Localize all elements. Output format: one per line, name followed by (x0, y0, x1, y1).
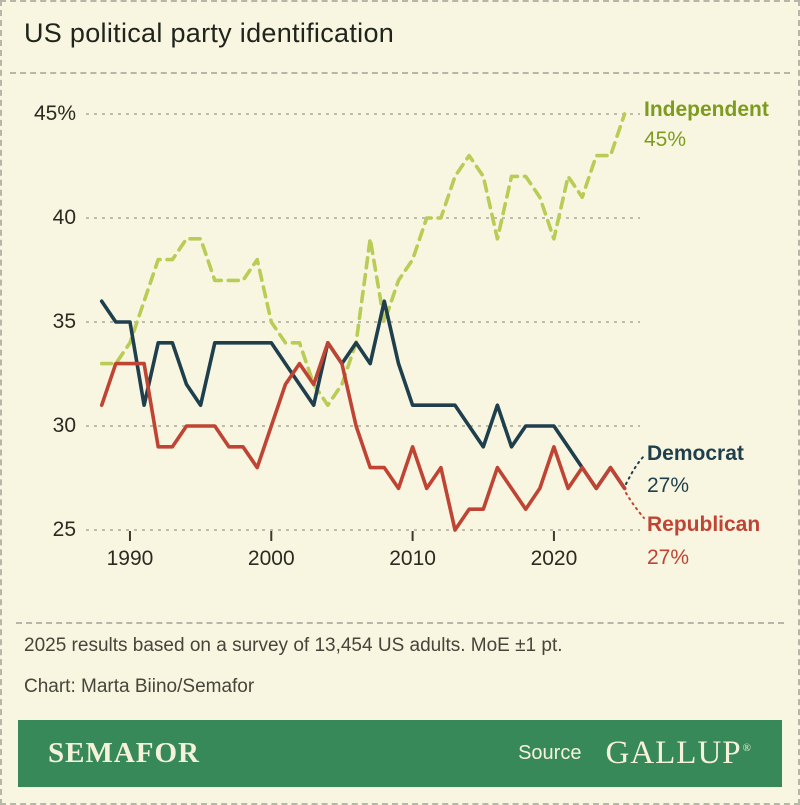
gallup-wordmark: GALLUP (605, 735, 742, 771)
y-axis-tick-label: 25 (52, 518, 76, 541)
republican-series-label: Republican (647, 513, 761, 536)
source-label: Source (518, 742, 582, 764)
source-attribution: Source GALLUP® (518, 735, 752, 772)
democrat-series-label: Democrat (647, 442, 744, 465)
survey-note: 2025 results based on a survey of 13,454… (24, 635, 563, 656)
independent-series-value: 45% (644, 128, 687, 151)
x-axis-tick-label: 2010 (389, 547, 436, 570)
line-independent (99, 112, 627, 408)
y-axis-tick-label: 30 (52, 414, 76, 437)
republican-series-value: 27% (647, 546, 690, 569)
line-republican (99, 340, 627, 532)
x-axis-tick-label: 1990 (106, 547, 154, 570)
independent-series-label: Independent (644, 98, 769, 121)
gallup-logo: GALLUP® (605, 735, 752, 772)
y-axis-tick-label: 35 (52, 310, 76, 333)
democrat-leader-line (625, 454, 646, 485)
democrat-series-value: 27% (647, 474, 690, 497)
registered-trademark-icon: ® (742, 742, 752, 754)
page-title: US political party identification (24, 18, 395, 48)
x-axis-tick-label: 2020 (530, 547, 578, 570)
republican-leader-line (625, 492, 645, 519)
y-axis-tick-label: 45% (33, 102, 76, 125)
brand-bar: SEMAFOR Source GALLUP® (18, 720, 782, 787)
title-separator (10, 72, 790, 74)
chart-credit: Chart: Marta Biino/Semafor (24, 676, 255, 697)
footer-separator (16, 622, 784, 624)
x-axis-tick-label: 2000 (247, 547, 295, 570)
y-axis-tick-label: 40 (52, 206, 76, 229)
semafor-logo: SEMAFOR (48, 737, 200, 769)
line-democrat (99, 299, 627, 491)
